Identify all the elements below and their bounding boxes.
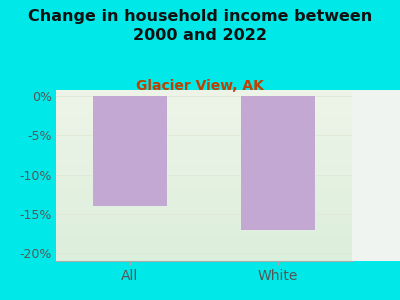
Bar [352,90,400,261]
Bar [241,96,315,230]
Bar [93,96,167,206]
Text: Change in household income between
2000 and 2022: Change in household income between 2000 … [28,9,372,43]
Text: Glacier View, AK: Glacier View, AK [136,80,264,94]
